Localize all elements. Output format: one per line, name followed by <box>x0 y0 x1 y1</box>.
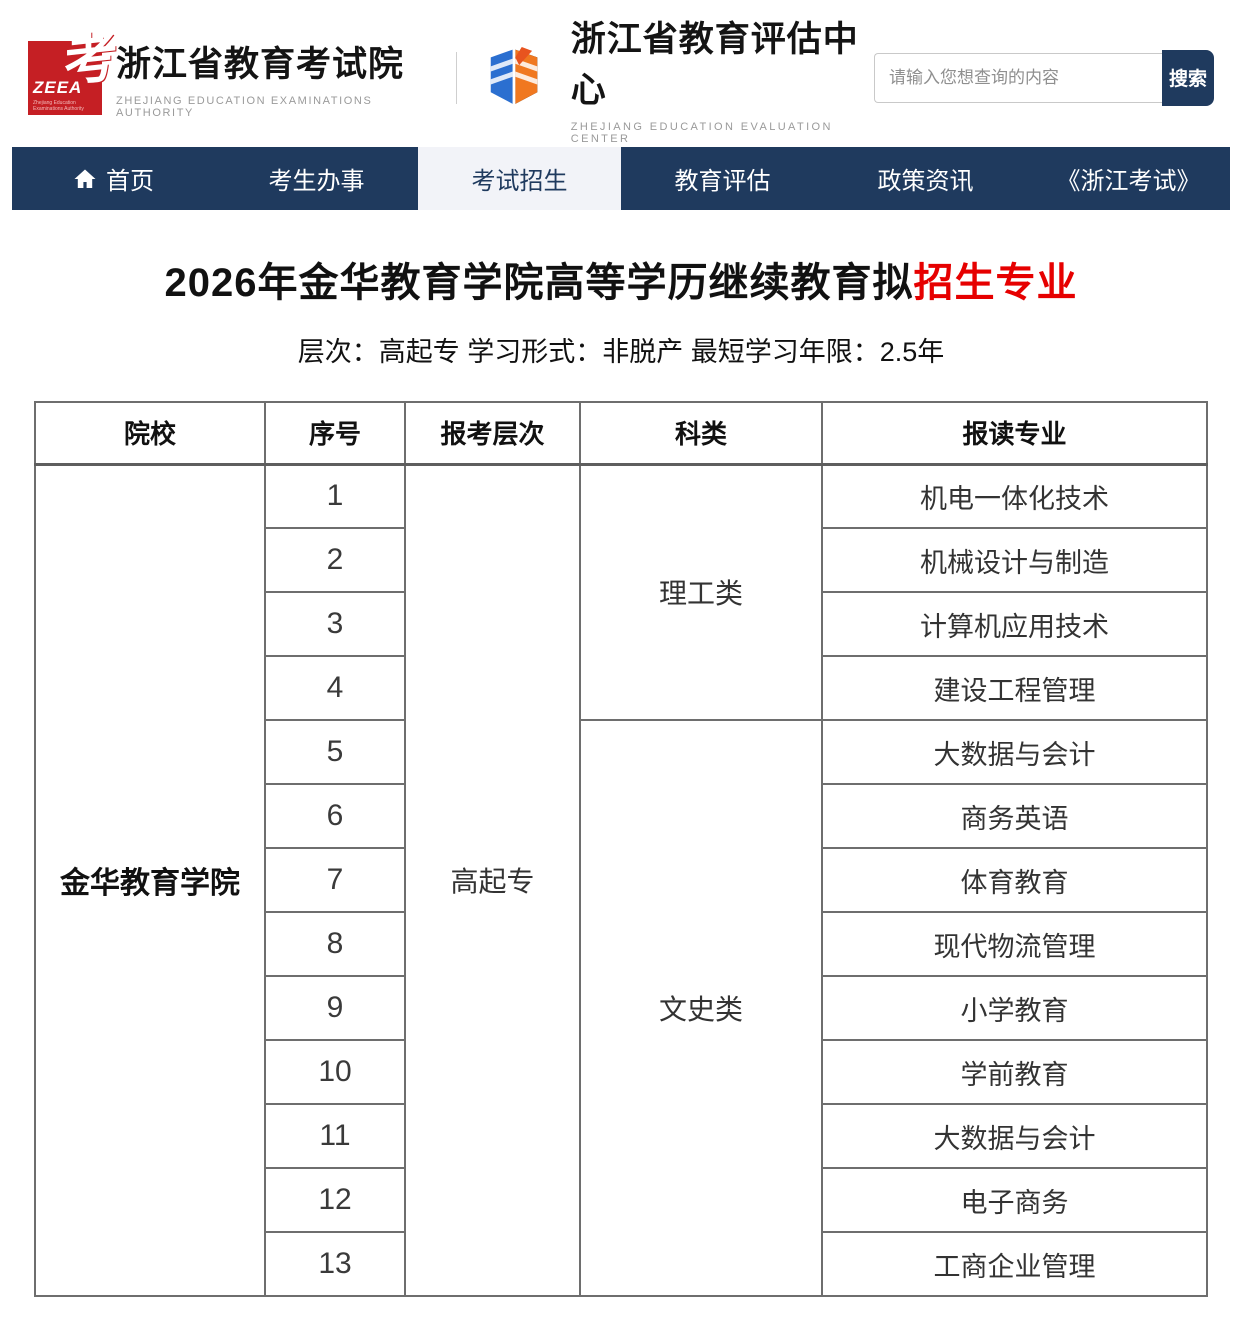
no-cell: 11 <box>264 1103 406 1169</box>
nav-item-candidate-services[interactable]: 考生办事 <box>215 147 418 210</box>
major-cell: 机电一体化技术 <box>821 463 1208 529</box>
zeea-logo-icon: 考 ZEEA Zhejiang Education Examinations A… <box>28 27 118 115</box>
zeea-abbr: ZEEA <box>33 77 83 97</box>
site-search: 搜索 <box>874 49 1214 106</box>
col-header-college: 院校 <box>34 401 266 466</box>
table-row: 金华教育学院 1 高起专 理工类 机电一体化技术 <box>34 463 1208 1297</box>
no-cell: 5 <box>264 719 406 785</box>
nav-item-zhejiang-exam[interactable]: 《浙江考试》 <box>1027 147 1230 210</box>
major-cell: 大数据与会计 <box>821 1103 1208 1169</box>
logo-evaluation-center[interactable]: 浙江省教育评估中心 ZHEJIANG EDUCATION EVALUATION … <box>483 11 874 145</box>
search-button[interactable]: 搜索 <box>1162 49 1214 106</box>
no-cell: 3 <box>264 591 406 657</box>
header-divider <box>455 51 457 104</box>
evaluation-center-shield-icon <box>490 46 537 104</box>
major-cell: 工商企业管理 <box>821 1231 1208 1297</box>
category-cell-science: 理工类 <box>579 463 823 721</box>
nav-item-label: 《浙江考试》 <box>1056 168 1201 195</box>
table-row: 3 计算机应用技术 <box>35 591 1208 657</box>
col-header-level: 报考层次 <box>404 401 581 466</box>
major-cell: 现代物流管理 <box>821 911 1208 977</box>
zeea-caption: Zhejiang Education Examinations Authorit… <box>33 99 84 112</box>
nav-item-label: 考生办事 <box>268 168 365 195</box>
major-cell: 商务英语 <box>821 783 1208 849</box>
level-cell: 高起专 <box>404 463 581 1297</box>
table-row: 2 机械设计与制造 <box>35 527 1208 593</box>
logo2-subtitle: ZHEJIANG EDUCATION EVALUATION CENTER <box>570 120 833 145</box>
major-cell: 学前教育 <box>821 1039 1208 1105</box>
col-header-no: 序号 <box>264 401 406 466</box>
major-cell: 小学教育 <box>821 975 1208 1041</box>
table-row: 5 文史类 大数据与会计 <box>35 719 1208 1297</box>
nav-item-policy-news[interactable]: 政策资讯 <box>824 147 1027 210</box>
col-header-category: 科类 <box>579 401 823 466</box>
no-cell: 12 <box>264 1167 406 1233</box>
nav-item-education-evaluation[interactable]: 教育评估 <box>621 147 824 210</box>
logo1-subtitle: ZHEJIANG EDUCATION EXAMINATIONS AUTHORIT… <box>116 95 373 119</box>
major-cell: 大数据与会计 <box>821 719 1208 785</box>
logo-examinations-authority[interactable]: 考 ZEEA Zhejiang Education Examinations A… <box>28 27 430 119</box>
nav-item-home[interactable]: 首页 <box>12 147 215 210</box>
table-row: 9 小学教育 <box>35 975 1208 1041</box>
table-row: 11 大数据与会计 <box>35 1103 1208 1169</box>
table-row: 6 商务英语 <box>35 783 1208 849</box>
page-title-black: 2026年金华教育学院高等学历继续教育拟 <box>164 261 914 305</box>
site-header: 考 ZEEA Zhejiang Education Examinations A… <box>0 0 1242 147</box>
nav-item-label: 教育评估 <box>674 168 771 195</box>
no-cell: 6 <box>264 783 406 849</box>
no-cell: 1 <box>264 463 406 529</box>
logo1-title: 浙江省教育考试院 <box>116 45 405 84</box>
no-cell: 8 <box>264 911 406 977</box>
nav-item-label: 首页 <box>106 168 154 195</box>
major-cell: 体育教育 <box>821 847 1208 913</box>
page-title: 2026年金华教育学院高等学历继续教育拟招生专业 <box>0 250 1242 308</box>
no-cell: 9 <box>264 975 406 1041</box>
page-title-red: 招生专业 <box>913 261 1078 305</box>
table-row: 7 体育教育 <box>35 847 1208 913</box>
nav-item-label: 政策资讯 <box>877 168 974 195</box>
college-cell: 金华教育学院 <box>34 463 266 1297</box>
major-cell: 机械设计与制造 <box>821 527 1208 593</box>
major-cell: 计算机应用技术 <box>821 591 1208 657</box>
nav-item-label: 考试招生 <box>471 168 568 195</box>
home-icon <box>74 169 96 188</box>
search-input[interactable] <box>874 52 1162 103</box>
table-header-row: 院校 序号 报考层次 科类 报读专业 <box>34 401 1208 466</box>
table-row: 4 建设工程管理 <box>35 655 1208 721</box>
admission-majors-table: 院校 序号 报考层次 科类 报读专业 金华教育学院 1 高起专 理工类 机电一体… <box>34 401 1208 1297</box>
major-cell: 电子商务 <box>821 1167 1208 1233</box>
logo2-title: 浙江省教育评估中心 <box>570 19 859 110</box>
table-row: 12 电子商务 <box>35 1167 1208 1233</box>
table-row: 13 工商企业管理 <box>35 1231 1208 1297</box>
category-cell-liberal-arts: 文史类 <box>579 719 823 1297</box>
page-subtitle: 层次：高起专 学习形式：非脱产 最短学习年限：2.5年 <box>297 337 945 367</box>
no-cell: 10 <box>264 1039 406 1105</box>
no-cell: 13 <box>264 1231 406 1297</box>
major-cell: 建设工程管理 <box>821 655 1208 721</box>
no-cell: 4 <box>264 655 406 721</box>
col-header-major: 报读专业 <box>821 401 1208 466</box>
nav-item-exam-admissions[interactable]: 考试招生 <box>418 147 621 210</box>
no-cell: 2 <box>264 527 406 593</box>
table-row: 8 现代物流管理 <box>35 911 1208 977</box>
no-cell: 7 <box>264 847 406 913</box>
main-nav: 首页 考生办事 考试招生 教育评估 政策资讯 《浙江考试》 <box>12 147 1230 210</box>
table-row: 10 学前教育 <box>35 1039 1208 1105</box>
